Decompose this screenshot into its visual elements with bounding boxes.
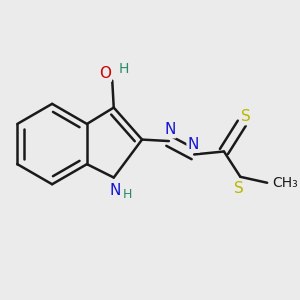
Text: S: S xyxy=(241,109,250,124)
Text: N: N xyxy=(164,122,176,137)
Text: CH₃: CH₃ xyxy=(272,176,298,190)
Text: H: H xyxy=(122,188,132,201)
Text: O: O xyxy=(99,66,111,81)
Text: H: H xyxy=(118,62,129,76)
Text: N: N xyxy=(188,136,199,152)
Text: N: N xyxy=(110,184,121,199)
Text: –: – xyxy=(270,176,276,189)
Text: S: S xyxy=(234,181,244,196)
